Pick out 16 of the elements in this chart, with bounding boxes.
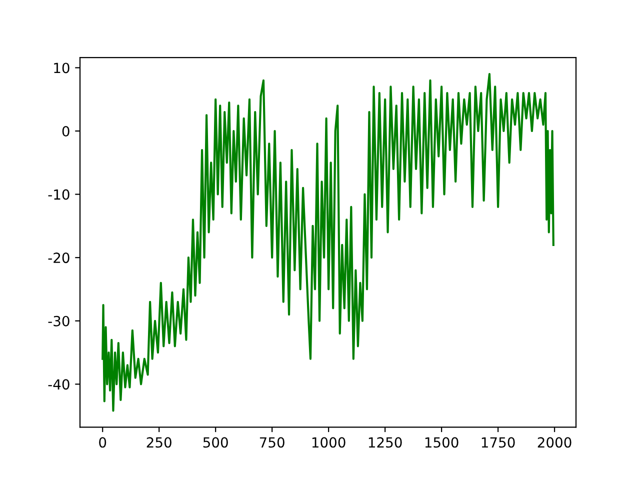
x-tick-label: 1000 bbox=[312, 437, 346, 448]
y-tick-label: -40 bbox=[48, 379, 70, 390]
y-tick-label: -20 bbox=[48, 252, 70, 264]
line-series bbox=[102, 73, 554, 412]
x-tick-label: 0 bbox=[99, 437, 106, 448]
y-tick-label: -10 bbox=[48, 189, 70, 200]
x-tick-label: 250 bbox=[146, 437, 172, 448]
x-tick-label: 1750 bbox=[482, 437, 515, 448]
x-tick-label: 500 bbox=[203, 437, 228, 448]
y-tick-label: 10 bbox=[54, 62, 70, 74]
y-tick-label: 0 bbox=[62, 126, 70, 136]
y-tick-label: -30 bbox=[48, 316, 70, 326]
x-tick-label: 2000 bbox=[538, 437, 572, 448]
x-tick-label: 750 bbox=[260, 437, 284, 448]
x-tick-label: 1500 bbox=[425, 437, 458, 448]
x-tick-label: 1250 bbox=[368, 437, 402, 448]
